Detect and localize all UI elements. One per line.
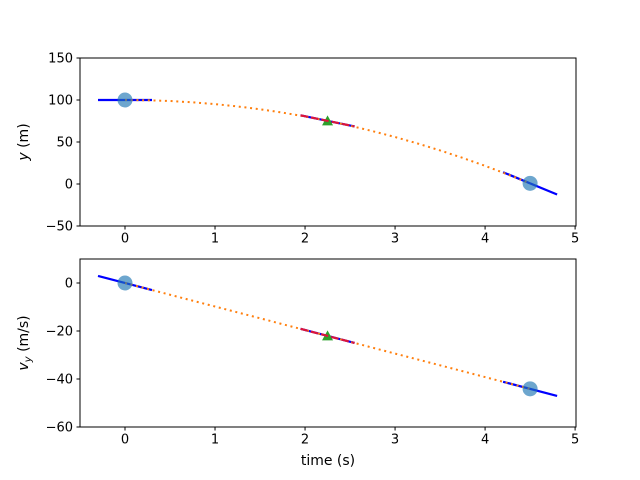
- y-tick-label: 0: [65, 178, 73, 193]
- x-tick-label: 5: [571, 433, 579, 448]
- axes-spines: [79, 57, 577, 227]
- circle-marker: [117, 92, 133, 108]
- x-tick-label: 3: [391, 433, 399, 448]
- x-tick-label: 1: [211, 232, 219, 247]
- y-tick-label: 50: [56, 136, 73, 151]
- x-tick-label: 4: [481, 433, 489, 448]
- y-tick-label: −40: [46, 373, 73, 388]
- y-axis-label-part: v: [16, 362, 32, 371]
- x-tick-label: 0: [121, 433, 129, 448]
- circle-marker: [117, 275, 133, 291]
- series-estimate-t2.25: [300, 114, 355, 128]
- y-tick-label: −50: [46, 220, 73, 235]
- x-tick-label: 2: [301, 433, 309, 448]
- axes-spines: [79, 258, 577, 428]
- y-tick-label: 100: [48, 94, 73, 109]
- y-tick-label: 150: [48, 52, 73, 67]
- y-tick-label: 0: [65, 277, 73, 292]
- y-axis-label-part: y: [16, 152, 32, 162]
- circle-marker: [522, 381, 538, 397]
- subplot-1: 0 1 2 3 4 5 150 100 50 0 −50 y (m): [16, 52, 579, 247]
- x-tick-label: 3: [391, 232, 399, 247]
- x-tick-label: 2: [301, 232, 309, 247]
- circle-marker: [522, 175, 538, 191]
- x-tick-label: 5: [571, 232, 579, 247]
- series-velocity-line: [124, 282, 531, 390]
- y-tick-label: −60: [46, 421, 73, 436]
- x-axis-label: time (s): [301, 453, 355, 469]
- y-axis-label: vy (m/s): [16, 315, 34, 370]
- y-tick-label: −20: [46, 325, 73, 340]
- y-axis-label-part: y: [23, 355, 34, 363]
- series-estimate-t2.25: [300, 327, 355, 345]
- y-axis-label-part: (m/s): [16, 315, 32, 356]
- y-axis-label: y (m): [16, 123, 32, 161]
- y-axis-label-part: (m): [16, 123, 32, 152]
- x-tick-label: 4: [481, 232, 489, 247]
- x-tick-label: 1: [211, 433, 219, 448]
- x-tick-label: 0: [121, 232, 129, 247]
- subplot-2: 0 1 2 3 4 5 0 −20 −40 −60 vy (m/s) time (s): [16, 258, 579, 469]
